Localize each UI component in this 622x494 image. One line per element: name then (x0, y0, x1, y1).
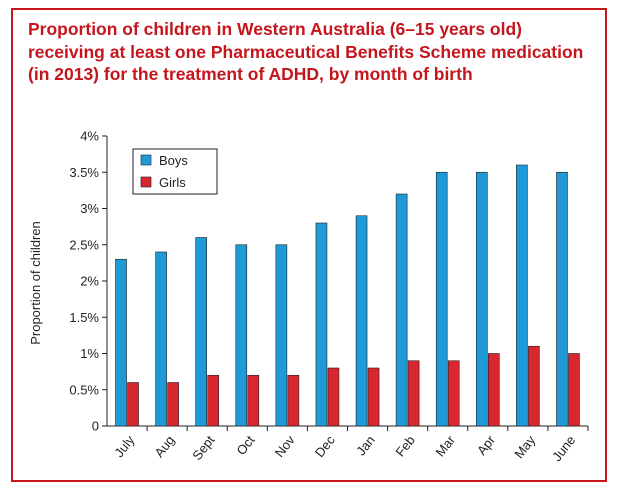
legend-swatch-girls (140, 176, 152, 188)
bar-girls-july (127, 382, 139, 427)
y-tick-label: 1% (80, 346, 99, 361)
x-tick-label: Sept (189, 432, 218, 463)
legend-swatch-boys (140, 154, 152, 166)
y-tick-label: 0.5% (69, 382, 99, 397)
bar-boys-mar (435, 171, 448, 427)
y-axis-title: Proportion of children (28, 221, 43, 345)
bar-boys-june (556, 171, 568, 427)
bar-girls-oct (247, 374, 260, 427)
y-tick-label: 1.5% (69, 310, 99, 325)
x-tick-label: June (549, 433, 578, 464)
x-tick-label: Aug (151, 433, 177, 460)
x-tick-label: Mar (432, 432, 458, 459)
bar-girls-sept (207, 374, 220, 427)
bar-boys-jan (355, 215, 368, 427)
bar-boys-nov (275, 244, 288, 427)
x-tick-label: Oct (233, 432, 258, 457)
chart-title: Proportion of children in Western Austra… (28, 19, 584, 84)
bar-girls-nov (287, 374, 300, 427)
bar-boys-may (516, 164, 528, 427)
bar-boys-july (115, 258, 127, 427)
bar-girls-feb (407, 360, 420, 427)
bar-girls-jan (367, 367, 380, 427)
bar-girls-apr (487, 353, 500, 427)
bar-boys-apr (475, 171, 488, 427)
y-tick-label: 3.5% (69, 165, 99, 180)
x-tick-label: Jan (353, 433, 378, 459)
y-tick-label: 0 (92, 419, 99, 434)
bar-girls-mar (447, 360, 460, 427)
x-tick-label: Nov (272, 432, 298, 460)
y-tick-label: 4% (80, 129, 99, 144)
y-tick-label: 3% (80, 201, 99, 216)
y-tick-label: 2.5% (69, 237, 99, 252)
bar-boys-aug (155, 251, 167, 427)
legend-label-boys: Boys (159, 153, 188, 168)
bar-boys-sept (195, 237, 208, 427)
x-tick-label: May (511, 432, 538, 461)
bar-girls-aug (167, 382, 179, 427)
y-tick-label: 2% (80, 274, 99, 289)
bar-boys-dec (315, 222, 328, 427)
legend-label-girls: Girls (159, 175, 186, 190)
x-tick-label: July (111, 432, 137, 460)
bar-girls-dec (327, 367, 340, 427)
x-tick-label: Apr (474, 432, 499, 458)
bar-girls-may (528, 345, 540, 427)
chart-frame (11, 8, 607, 482)
bar-boys-feb (395, 193, 408, 427)
x-tick-label: Dec (312, 432, 338, 460)
bar-girls-june (568, 353, 580, 427)
bar-boys-oct (235, 244, 248, 427)
x-tick-label: Feb (392, 433, 418, 460)
